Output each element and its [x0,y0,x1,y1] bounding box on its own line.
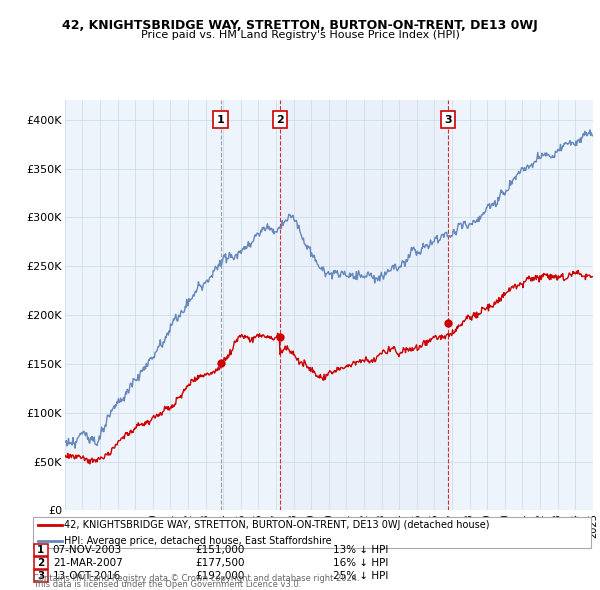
Text: 2: 2 [276,115,284,125]
Text: 16% ↓ HPI: 16% ↓ HPI [333,558,388,568]
Text: 3: 3 [445,115,452,125]
Bar [280,100,448,510]
Text: £192,000: £192,000 [195,571,244,581]
Text: 1: 1 [37,545,44,555]
Text: Contains HM Land Registry data © Crown copyright and database right 2024.: Contains HM Land Registry data © Crown c… [33,574,359,583]
Text: 21-MAR-2007: 21-MAR-2007 [53,558,122,568]
Text: 42, KNIGHTSBRIDGE WAY, STRETTON, BURTON-ON-TRENT, DE13 0WJ: 42, KNIGHTSBRIDGE WAY, STRETTON, BURTON-… [62,19,538,32]
Text: 1: 1 [217,115,224,125]
Text: HPI: Average price, detached house, East Staffordshire: HPI: Average price, detached house, East… [64,536,332,546]
Text: 42, KNIGHTSBRIDGE WAY, STRETTON, BURTON-ON-TRENT, DE13 0WJ (detached house): 42, KNIGHTSBRIDGE WAY, STRETTON, BURTON-… [64,520,490,530]
Text: 13-OCT-2016: 13-OCT-2016 [53,571,121,581]
Text: 2: 2 [37,558,44,568]
Text: 13% ↓ HPI: 13% ↓ HPI [333,545,388,555]
Text: 07-NOV-2003: 07-NOV-2003 [53,545,122,555]
Text: 25% ↓ HPI: 25% ↓ HPI [333,571,388,581]
Text: £151,000: £151,000 [195,545,244,555]
Text: Price paid vs. HM Land Registry's House Price Index (HPI): Price paid vs. HM Land Registry's House … [140,30,460,40]
Text: 3: 3 [37,571,44,581]
Text: This data is licensed under the Open Government Licence v3.0.: This data is licensed under the Open Gov… [33,581,301,589]
Text: £177,500: £177,500 [195,558,245,568]
